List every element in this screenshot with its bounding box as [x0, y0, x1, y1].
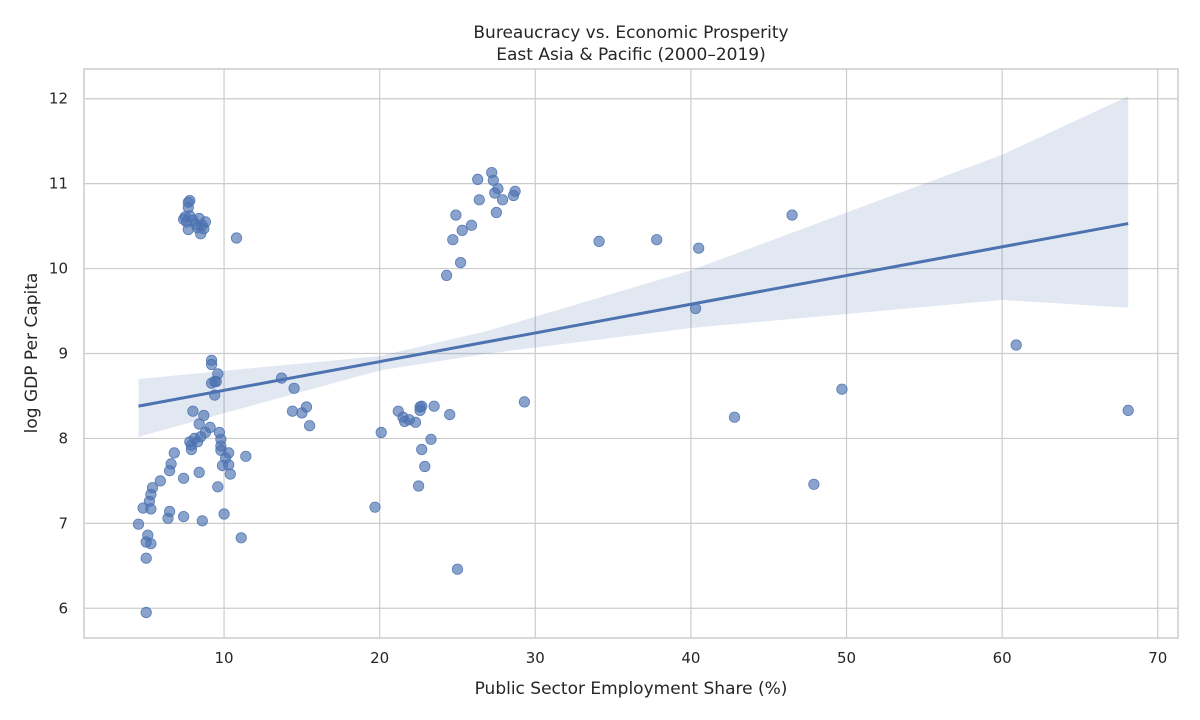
y-tick-label: 9: [58, 345, 68, 363]
data-point: [593, 235, 605, 247]
data-point: [140, 552, 152, 564]
x-tick-label: 20: [370, 649, 389, 667]
data-point: [465, 219, 478, 231]
data-point: [409, 416, 422, 428]
chart-title: Bureaucracy vs. Economic Prosperity: [473, 23, 788, 43]
data-point: [140, 606, 152, 619]
data-point: [165, 458, 177, 470]
data-point: [212, 368, 224, 380]
data-point: [412, 480, 425, 492]
data-point: [164, 505, 176, 518]
y-tick-label: 12: [49, 90, 68, 108]
data-point: [447, 234, 459, 246]
data-point: [836, 383, 848, 395]
y-tick-labels: 6 7 8 9 10 11 12: [49, 90, 68, 618]
x-tick-label: 70: [1148, 649, 1167, 667]
x-tick-label: 30: [526, 649, 545, 667]
x-axis-label: Public Sector Employment Share (%): [475, 679, 788, 699]
y-tick-label: 10: [49, 260, 68, 278]
data-point: [728, 411, 741, 423]
y-tick-label: 8: [58, 429, 68, 447]
data-point: [303, 420, 316, 432]
data-point: [240, 450, 252, 462]
x-tick-label: 60: [993, 649, 1012, 667]
data-point: [185, 443, 197, 456]
x-tick-label: 40: [681, 649, 700, 667]
data-point: [509, 185, 521, 197]
data-point: [456, 224, 468, 236]
data-point: [440, 269, 453, 281]
data-point: [224, 468, 236, 480]
data-point: [187, 405, 199, 417]
data-point: [1122, 404, 1134, 416]
data-point: [369, 501, 381, 513]
data-point: [145, 538, 157, 550]
plot-frame: [83, 68, 1179, 639]
data-point: [472, 173, 484, 185]
data-point: [518, 396, 531, 408]
data-point: [145, 503, 157, 515]
y-axis-label: log GDP Per Capita: [22, 273, 42, 434]
data-point: [193, 418, 205, 430]
data-point: [286, 405, 299, 417]
data-point: [235, 532, 247, 544]
regression-line: [138, 222, 1129, 408]
y-tick-label: 6: [58, 599, 68, 617]
data-point: [451, 563, 464, 575]
data-point: [454, 256, 467, 269]
data-point: [206, 358, 218, 371]
data-point: [212, 481, 224, 493]
data-point: [428, 400, 440, 412]
data-point: [193, 466, 205, 478]
data-point: [450, 209, 462, 221]
data-point: [473, 194, 485, 206]
data-point: [196, 515, 208, 527]
data-point: [218, 508, 230, 520]
data-point: [490, 206, 502, 219]
data-point: [416, 443, 428, 456]
data-point: [132, 518, 145, 530]
x-tick-labels: 10 20 30 40 50 60 70: [215, 649, 1168, 667]
data-point: [288, 382, 300, 394]
data-point: [168, 447, 180, 459]
data-point: [1010, 339, 1022, 351]
data-point: [487, 174, 499, 186]
data-point: [300, 401, 313, 413]
regression-layer: [138, 222, 1129, 408]
data-point: [416, 400, 428, 412]
data-point: [786, 209, 798, 221]
data-point: [444, 408, 456, 421]
data-point: [496, 194, 509, 206]
data-point: [223, 459, 235, 471]
data-point: [178, 510, 190, 523]
chart-subtitle: East Asia & Pacific (2000–2019): [496, 45, 766, 65]
data-point: [198, 409, 210, 422]
y-tick-label: 11: [49, 175, 68, 193]
grid-lines: [84, 69, 1178, 638]
confidence-band: [138, 96, 1129, 437]
data-point: [184, 195, 196, 207]
data-point: [178, 472, 190, 484]
data-point: [223, 447, 235, 459]
data-point: [146, 482, 159, 494]
x-tick-label: 50: [837, 649, 856, 667]
data-point: [808, 478, 820, 490]
data-points: [132, 167, 1134, 619]
data-point: [693, 242, 705, 254]
confidence-band-layer: [138, 96, 1129, 437]
data-point: [230, 232, 243, 244]
data-point: [375, 426, 387, 439]
data-point: [419, 460, 431, 473]
data-point: [492, 183, 504, 195]
data-point: [651, 234, 663, 246]
data-point: [199, 216, 211, 228]
y-tick-label: 7: [58, 514, 68, 532]
data-point: [204, 421, 216, 433]
data-point: [154, 475, 166, 487]
data-point: [425, 433, 437, 445]
x-tick-label: 10: [215, 649, 234, 667]
